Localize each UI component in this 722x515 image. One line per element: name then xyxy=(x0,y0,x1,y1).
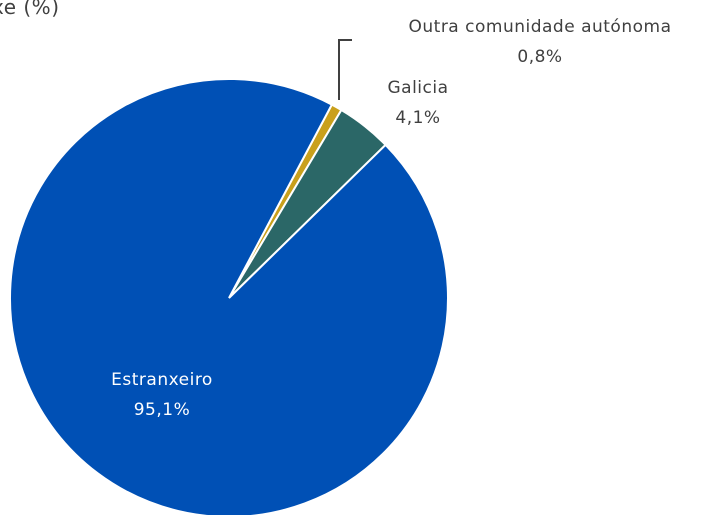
value-label: 95,1% xyxy=(134,400,191,420)
leader-line xyxy=(338,39,352,100)
slice-label: Estranxeiro xyxy=(111,370,213,390)
pie-slice xyxy=(9,78,449,515)
chart-title: xe (%) xyxy=(0,0,60,19)
slice-label: Galicia xyxy=(387,78,448,98)
value-label: 4,1% xyxy=(395,108,440,128)
value-label: 0,8% xyxy=(517,47,562,67)
slice-label: Outra comunidade autónoma xyxy=(409,17,672,37)
